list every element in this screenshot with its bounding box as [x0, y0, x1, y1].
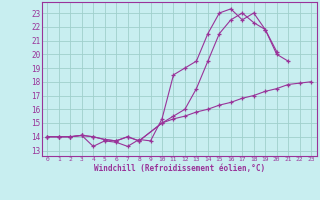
X-axis label: Windchill (Refroidissement éolien,°C): Windchill (Refroidissement éolien,°C) [94, 164, 265, 173]
